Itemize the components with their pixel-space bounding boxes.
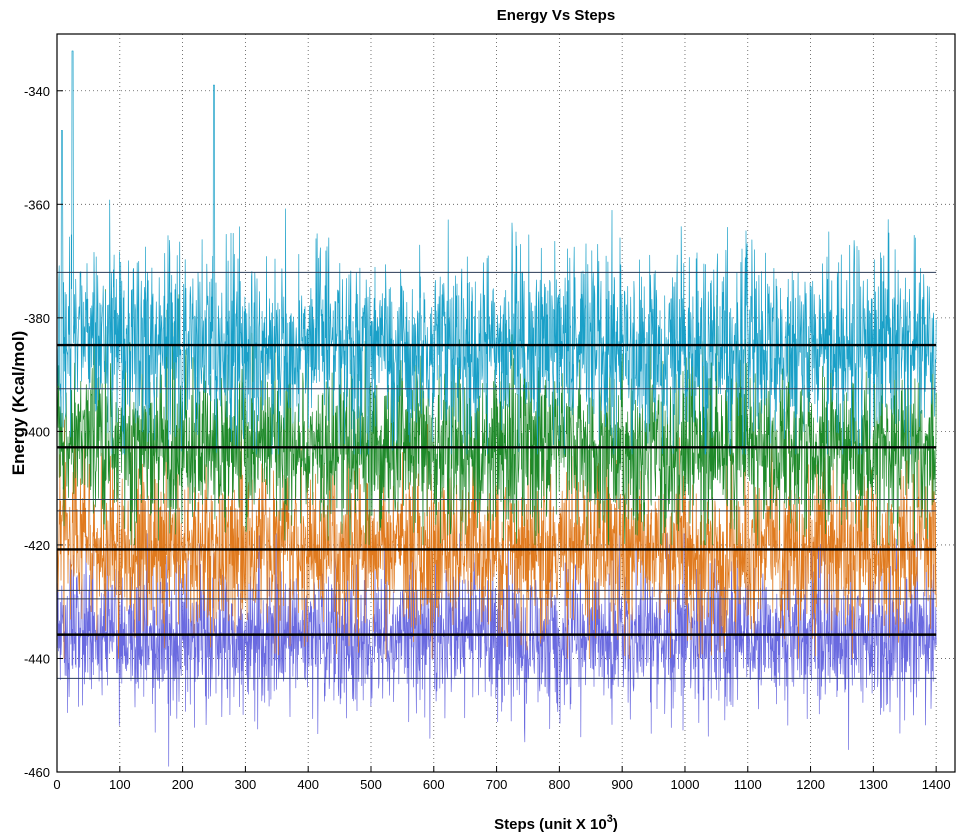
plot-frame [56, 33, 956, 773]
y-tick-label: -340 [24, 84, 50, 99]
y-tick-label: -360 [24, 197, 50, 212]
y-tick-label: -420 [24, 538, 50, 553]
y-tick-label: -440 [24, 651, 50, 666]
x-tick-label: 800 [549, 777, 571, 792]
x-tick-label: 1000 [671, 777, 700, 792]
x-tick-label: 1400 [922, 777, 951, 792]
x-tick-label: 900 [611, 777, 633, 792]
x-tick-label: 700 [486, 777, 508, 792]
series-line-cyan [56, 50, 937, 455]
y-axis-label: Energy (Kcal/mol) [9, 331, 28, 476]
y-tick-label: -380 [24, 311, 50, 326]
series-layer [56, 50, 937, 767]
x-axis-label: Steps (unit X 103) [494, 813, 618, 833]
x-axis-label-text: Steps (unit X 10 [494, 816, 607, 833]
reference-lines-layer [57, 271, 937, 679]
x-axis-label-end: ) [613, 816, 618, 833]
x-tick-label: 500 [360, 777, 382, 792]
x-tick-label: 1200 [796, 777, 825, 792]
x-tick-label: 100 [109, 777, 131, 792]
y-tick-label: -460 [24, 765, 50, 780]
x-tick-label: 400 [297, 777, 319, 792]
chart-title: Energy Vs Steps [497, 7, 615, 24]
x-tick-label: 200 [172, 777, 194, 792]
x-axis-label-superscript: 3 [607, 813, 613, 825]
series-line-purple [56, 533, 937, 767]
x-tick-label: 1300 [859, 777, 888, 792]
y-tick-label: -400 [24, 424, 50, 439]
x-tick-label: 300 [235, 777, 257, 792]
x-tick-label: 600 [423, 777, 445, 792]
tick-layer: 0 100 200 300 400 500 600 700 800 900 1000 1100 1200… [24, 84, 951, 792]
x-tick-label: 1100 [734, 777, 762, 792]
x-tick-label: 0 [53, 777, 60, 792]
